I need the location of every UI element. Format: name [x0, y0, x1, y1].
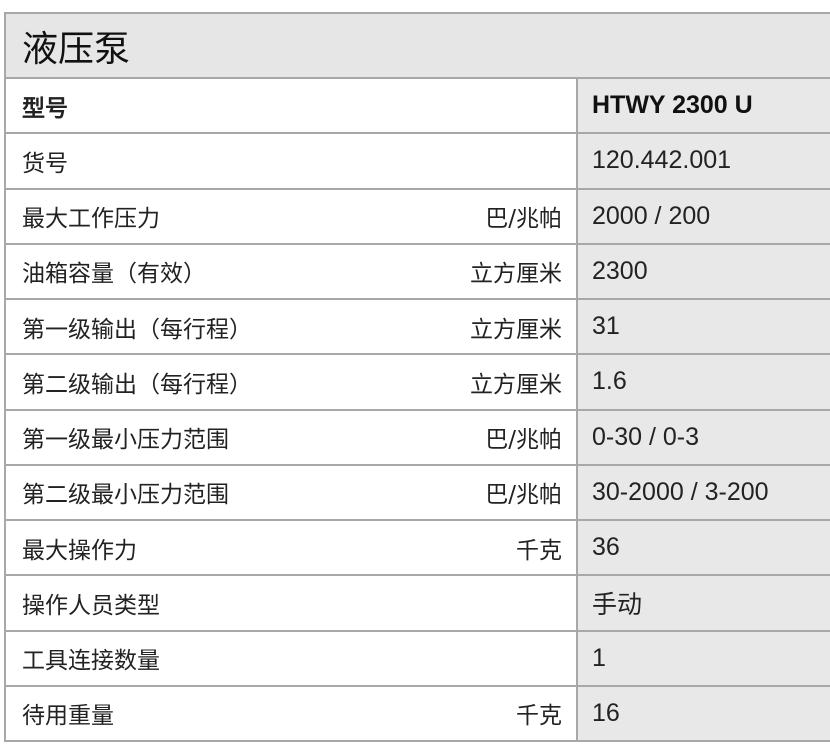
table-row: 最大工作压力 巴/兆帕 2000 / 200	[6, 189, 830, 245]
spec-name: 操作人员类型	[22, 592, 160, 619]
spec-unit: 立方厘米	[470, 316, 562, 343]
spec-name: 第一级输出（每行程）	[22, 316, 252, 343]
spec-unit: 立方厘米	[470, 261, 562, 288]
spec-label-cell: 第二级最小压力范围 巴/兆帕	[6, 465, 576, 519]
spec-unit: 立方厘米	[470, 371, 562, 398]
table-row: 第一级输出（每行程） 立方厘米 31	[6, 300, 830, 356]
spec-name: 最大操作力	[22, 537, 137, 564]
spec-label-cell: 第一级最小压力范围 巴/兆帕	[6, 410, 576, 464]
table-row: 货号 120.442.001	[6, 134, 830, 190]
spec-unit: 巴/兆帕	[485, 427, 562, 454]
spec-unit: 千克	[516, 703, 562, 730]
spec-value: 2300	[576, 244, 830, 298]
spec-value: 31	[576, 300, 830, 354]
spec-label-cell: 工具连接数量	[6, 631, 576, 685]
spec-name: 第二级输出（每行程）	[22, 371, 252, 398]
spec-label-cell: 第二级输出（每行程） 立方厘米	[6, 355, 576, 409]
spec-table: 液压泵 型号 HTWY 2300 U 货号 120.442.001 最大工作压力 巴/兆帕…	[4, 12, 830, 742]
spec-unit: 巴/兆帕	[485, 482, 562, 509]
spec-value: 16	[576, 686, 830, 740]
spec-value: 1	[576, 631, 830, 685]
table-row: 第二级最小压力范围 巴/兆帕 30-2000 / 3-200	[6, 465, 830, 521]
spec-value: 手动	[576, 576, 830, 630]
table-row: 操作人员类型 手动	[6, 576, 830, 632]
spec-name: 型号	[22, 95, 68, 122]
table-row: 型号 HTWY 2300 U	[6, 79, 830, 135]
table-row: 工具连接数量 1	[6, 631, 830, 687]
spec-value: 2000 / 200	[576, 189, 830, 243]
spec-value: 30-2000 / 3-200	[576, 465, 830, 519]
table-row: 油箱容量（有效） 立方厘米 2300	[6, 244, 830, 300]
spec-name: 货号	[22, 150, 68, 177]
spec-value: HTWY 2300 U	[576, 79, 830, 133]
spec-label-cell: 最大工作压力 巴/兆帕	[6, 189, 576, 243]
spec-value: 120.442.001	[576, 134, 830, 188]
spec-name: 第一级最小压力范围	[22, 427, 229, 454]
spec-value: 36	[576, 521, 830, 575]
spec-name: 工具连接数量	[22, 648, 160, 675]
spec-name: 第二级最小压力范围	[22, 482, 229, 509]
spec-label-cell: 待用重量 千克	[6, 686, 576, 740]
table-row: 最大操作力 千克 36	[6, 521, 830, 577]
table-row: 待用重量 千克 16	[6, 686, 830, 742]
spec-label-cell: 最大操作力 千克	[6, 521, 576, 575]
spec-value: 0-30 / 0-3	[576, 410, 830, 464]
spec-value: 1.6	[576, 355, 830, 409]
spec-unit: 千克	[516, 537, 562, 564]
spec-label-cell: 油箱容量（有效） 立方厘米	[6, 244, 576, 298]
table-title: 液压泵	[6, 14, 830, 79]
spec-label-cell: 第一级输出（每行程） 立方厘米	[6, 300, 576, 354]
spec-label-cell: 货号	[6, 134, 576, 188]
spec-name: 最大工作压力	[22, 206, 160, 233]
spec-unit: 巴/兆帕	[485, 206, 562, 233]
spec-name: 油箱容量（有效）	[22, 261, 206, 288]
spec-label-cell: 型号	[6, 79, 576, 133]
spec-label-cell: 操作人员类型	[6, 576, 576, 630]
table-row: 第二级输出（每行程） 立方厘米 1.6	[6, 355, 830, 411]
spec-name: 待用重量	[22, 703, 114, 730]
table-row: 第一级最小压力范围 巴/兆帕 0-30 / 0-3	[6, 410, 830, 466]
